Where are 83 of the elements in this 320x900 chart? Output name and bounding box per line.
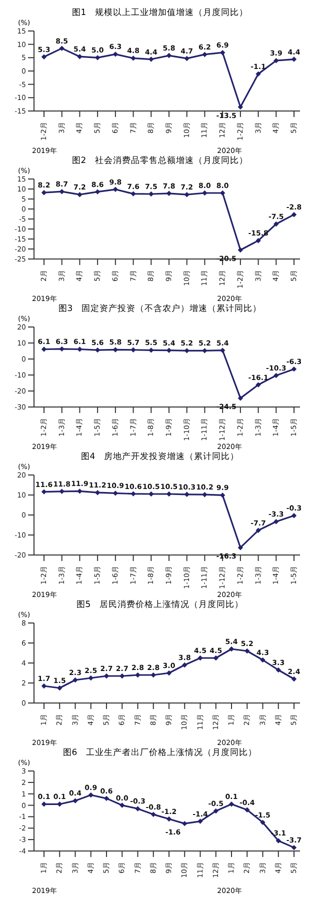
point	[77, 488, 82, 494]
point	[59, 346, 64, 352]
point	[198, 818, 203, 824]
point	[104, 796, 110, 802]
point	[256, 382, 261, 388]
point	[276, 838, 281, 844]
point	[202, 52, 208, 58]
point	[274, 58, 279, 64]
point	[166, 670, 172, 676]
chart-title: 图2 社会消费品零售总额增速（月度同比）	[70, 156, 250, 167]
point	[182, 820, 188, 826]
point	[166, 52, 172, 58]
point	[274, 221, 279, 227]
point	[77, 346, 82, 352]
point	[291, 366, 297, 372]
point	[260, 657, 266, 663]
chart-title: 图3 固定资产投资（不含农户）增速（累计同比）	[57, 304, 263, 315]
point	[150, 672, 156, 678]
point	[260, 820, 266, 826]
point	[238, 396, 244, 401]
point	[184, 348, 190, 354]
point	[274, 372, 279, 378]
point	[244, 807, 250, 812]
point	[120, 802, 125, 808]
point	[202, 348, 208, 354]
point	[72, 798, 78, 804]
point	[198, 655, 203, 661]
point	[130, 191, 136, 196]
point	[148, 191, 154, 197]
point	[59, 46, 64, 51]
point	[148, 491, 154, 497]
point	[291, 844, 297, 850]
point	[77, 54, 82, 60]
point	[256, 238, 261, 244]
chart-title: 图5 居民消费价格上涨情况（月度同比）	[75, 600, 245, 611]
point	[135, 806, 140, 812]
point	[276, 667, 281, 673]
point	[213, 655, 218, 661]
point	[184, 56, 190, 62]
point	[59, 488, 64, 494]
point	[41, 54, 47, 60]
point	[112, 186, 118, 192]
point	[166, 190, 172, 196]
point	[184, 192, 190, 198]
chart-title: 图4 房地产开发投资增速（累计同比）	[80, 452, 240, 463]
point	[112, 52, 118, 57]
point	[77, 192, 82, 198]
point	[238, 545, 244, 550]
point	[41, 683, 47, 689]
point	[148, 56, 154, 62]
point	[291, 676, 297, 682]
point	[88, 675, 94, 681]
chart-title: 图6 工业生产者出厂价格上涨情况（月度同比）	[62, 748, 258, 759]
point	[41, 190, 47, 196]
point	[238, 247, 244, 253]
point	[256, 71, 261, 77]
point	[59, 189, 64, 194]
point	[72, 677, 78, 683]
point	[130, 347, 136, 352]
point	[166, 816, 172, 822]
point	[291, 212, 297, 218]
point	[57, 685, 62, 691]
point	[228, 802, 234, 807]
point	[94, 189, 100, 194]
point	[150, 812, 156, 818]
point	[256, 528, 261, 533]
point	[238, 104, 244, 110]
point	[202, 492, 208, 498]
point	[228, 646, 234, 652]
point	[213, 808, 218, 814]
point	[291, 56, 297, 62]
point	[202, 190, 208, 196]
point	[182, 662, 188, 668]
point	[274, 519, 279, 524]
point	[57, 802, 62, 807]
point	[244, 648, 250, 654]
point	[130, 56, 136, 61]
point	[135, 672, 140, 678]
point	[184, 492, 190, 497]
chart-title: 图1 规模以上工业增加值增速（月度同比）	[70, 8, 250, 19]
point	[120, 673, 125, 679]
point	[291, 513, 297, 518]
point	[88, 792, 94, 798]
